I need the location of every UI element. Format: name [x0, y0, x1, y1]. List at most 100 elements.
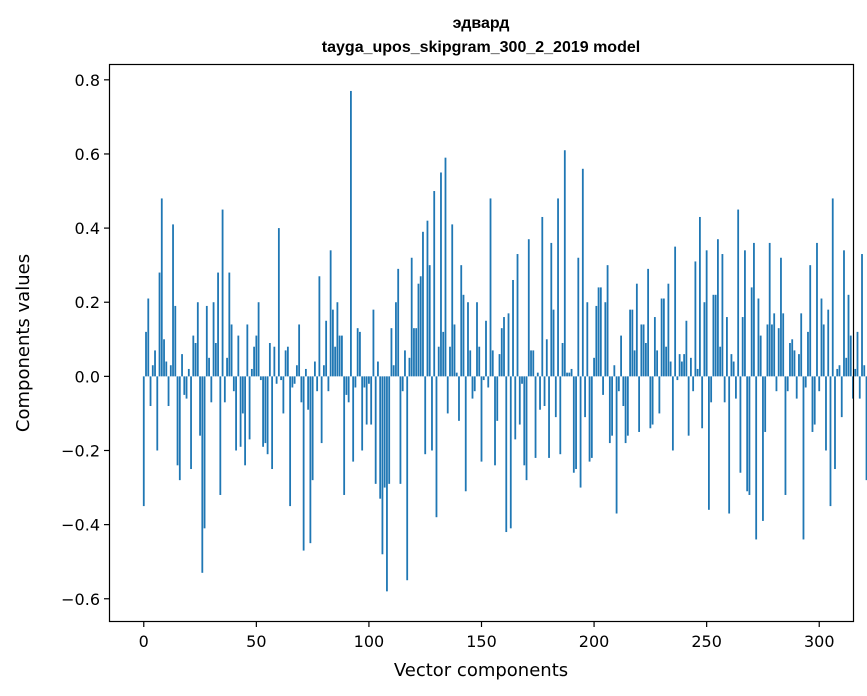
bar — [678, 354, 681, 377]
bar — [494, 376, 496, 466]
bar — [606, 265, 609, 377]
bar — [633, 350, 636, 377]
bar — [446, 376, 449, 414]
bar — [217, 272, 219, 377]
bar — [230, 324, 233, 377]
bar — [635, 283, 638, 377]
bar — [597, 287, 600, 377]
y-tick-label: −0.4 — [61, 516, 100, 535]
bar — [435, 376, 438, 518]
bar — [647, 268, 650, 377]
bar — [404, 350, 406, 377]
bar — [865, 376, 867, 481]
bar — [473, 376, 476, 392]
bar — [503, 317, 505, 377]
bar — [757, 298, 760, 377]
bar — [577, 257, 580, 377]
bar — [214, 343, 217, 377]
bar — [149, 376, 152, 407]
bar — [262, 376, 264, 447]
bar — [536, 372, 539, 377]
bar — [514, 376, 517, 440]
bar — [237, 335, 240, 377]
bar — [563, 150, 566, 377]
bar — [550, 242, 553, 377]
bar — [561, 343, 564, 377]
bar — [802, 376, 805, 540]
bar — [257, 302, 260, 377]
bar — [464, 376, 467, 492]
bar — [534, 376, 537, 458]
bar — [784, 376, 787, 495]
bar — [142, 376, 145, 507]
bar — [451, 224, 454, 377]
bar — [181, 354, 183, 377]
bar — [807, 331, 809, 377]
bar — [291, 376, 294, 388]
bar — [275, 376, 278, 384]
bar — [521, 376, 523, 384]
bar — [552, 309, 555, 377]
bar — [755, 376, 758, 540]
bar — [232, 376, 235, 392]
bar — [593, 357, 595, 377]
bar — [471, 376, 474, 399]
bar — [613, 365, 616, 377]
bar — [363, 376, 366, 388]
bar — [343, 376, 346, 495]
bar — [680, 361, 683, 377]
bar — [811, 376, 814, 432]
bar — [329, 250, 332, 377]
bar — [735, 376, 737, 399]
bar — [793, 350, 796, 377]
bar — [431, 376, 433, 451]
bar — [624, 376, 627, 444]
bar — [458, 376, 460, 421]
bar — [178, 376, 181, 481]
bar — [246, 324, 249, 377]
bar — [295, 365, 298, 377]
bar — [361, 376, 364, 451]
bar — [408, 357, 411, 377]
bar — [352, 376, 355, 462]
bar — [165, 361, 168, 377]
x-axis-label: Vector components — [394, 660, 568, 681]
bar — [442, 331, 445, 377]
bar — [764, 376, 767, 432]
bar — [392, 365, 395, 377]
bar — [687, 376, 690, 436]
bar — [410, 257, 413, 377]
y-tick-label: 0.8 — [75, 71, 100, 90]
bar — [167, 376, 170, 407]
x-tick-label: 50 — [246, 632, 266, 651]
bar — [345, 376, 348, 395]
bar — [667, 283, 670, 377]
bars-group — [142, 90, 867, 592]
bar — [649, 376, 652, 429]
bar — [773, 313, 776, 377]
bar — [856, 331, 859, 377]
bar — [822, 324, 825, 377]
bar — [284, 350, 287, 377]
bar — [350, 90, 352, 377]
bar — [244, 376, 246, 466]
bar — [554, 376, 557, 418]
bar — [838, 365, 841, 377]
bar — [379, 376, 382, 499]
bar — [507, 313, 510, 377]
bar — [671, 376, 674, 451]
bar — [518, 376, 521, 425]
bar — [568, 372, 571, 377]
bar — [581, 168, 584, 377]
bar — [455, 372, 458, 377]
chart-title-line-1: эдвард — [453, 15, 510, 32]
bar — [302, 376, 305, 551]
bar — [489, 198, 492, 377]
bar — [771, 324, 773, 377]
x-tick-label: 300 — [804, 632, 835, 651]
bar — [203, 376, 206, 529]
bar — [480, 376, 483, 462]
bar — [708, 376, 710, 510]
x-axis-ticks: 0 50 100 150 200 250 300 — [139, 621, 835, 651]
bar — [854, 368, 857, 377]
